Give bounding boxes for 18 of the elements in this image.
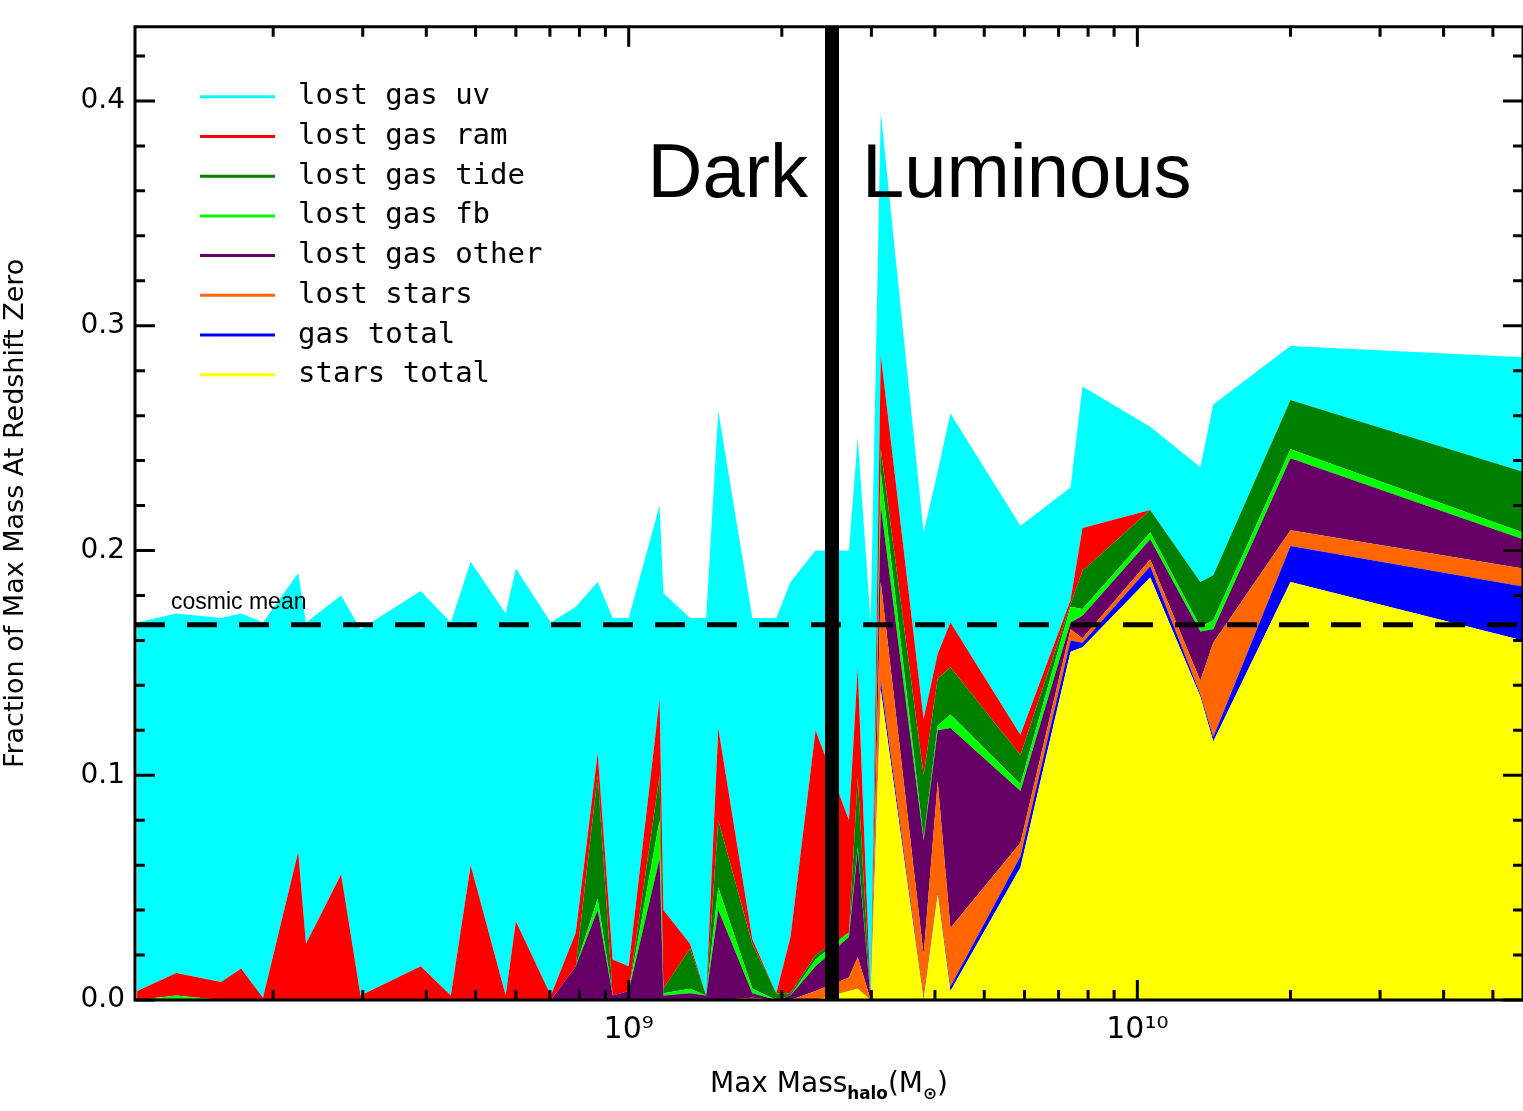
legend-label: lost stars: [298, 275, 473, 310]
y-tick-label: 0.2: [80, 531, 125, 565]
legend-label: lost gas ram: [298, 117, 508, 152]
legend-label: stars total: [298, 355, 491, 390]
y-tick-label: 0.4: [80, 82, 125, 116]
y-tick-label: 0.1: [80, 756, 125, 790]
legend-label: gas total: [298, 315, 456, 350]
x-tick-label: 10¹⁰: [1106, 1009, 1169, 1045]
legend-label: lost gas fb: [298, 196, 491, 231]
x-axis-title: Max Mass$_{halo}$(M$_{⊙}$): [710, 1066, 948, 1103]
y-tick-label: 0.0: [80, 981, 125, 1015]
y-tick-label: 0.3: [80, 307, 125, 341]
legend-label: lost gas uv: [298, 77, 491, 112]
legend-label: lost gas other: [298, 236, 543, 271]
legend-label: lost gas tide: [298, 156, 525, 191]
annotation: Dark: [647, 128, 809, 213]
y-axis-title: Fraction of Max Mass At Redshift Zero: [0, 258, 30, 769]
x-tick-label: 10⁹: [603, 1009, 654, 1045]
